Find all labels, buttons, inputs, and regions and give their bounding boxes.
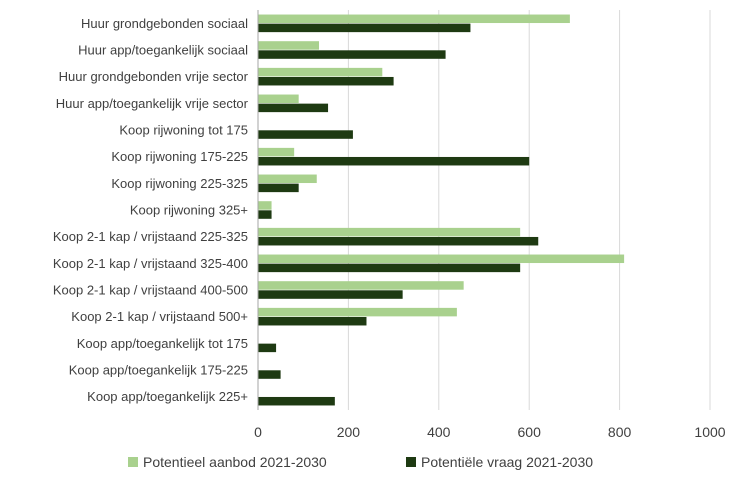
bars <box>258 14 625 406</box>
legend-swatch-vraag <box>406 457 416 467</box>
bar-aanbod <box>258 94 299 104</box>
bar-vraag <box>258 236 539 246</box>
x-tick-label: 400 <box>427 424 451 440</box>
category-label: Koop 2-1 kap / vrijstaand 400-500 <box>53 283 248 298</box>
bar-aanbod <box>258 174 317 184</box>
legend-swatch-aanbod <box>128 457 138 467</box>
bar-vraag <box>258 23 471 33</box>
bar-vraag <box>258 343 277 353</box>
category-labels: Huur grondgebonden sociaal Huur app/toega… <box>53 16 249 404</box>
legend: Potentieel aanbod 2021-2030 Potentiële v… <box>128 454 593 470</box>
bar-aanbod <box>258 307 457 317</box>
x-tick-label: 0 <box>254 424 262 440</box>
legend-label-vraag: Potentiële vraag 2021-2030 <box>421 454 593 470</box>
bar-vraag <box>258 370 281 379</box>
bar-vraag <box>258 263 521 273</box>
x-tick-label: 600 <box>518 424 542 440</box>
bar-aanbod <box>258 201 272 210</box>
bar-aanbod <box>258 281 464 290</box>
bar-aanbod <box>258 67 383 77</box>
bar-vraag <box>258 103 329 113</box>
bar-aanbod <box>258 147 295 157</box>
bar-aanbod <box>258 14 570 24</box>
bar-vraag <box>258 156 530 166</box>
category-label: Huur grondgebonden sociaal <box>81 16 248 31</box>
x-tick-labels: 0 200 400 600 800 1000 <box>254 424 726 440</box>
bar-vraag <box>258 316 367 326</box>
category-label: Koop rijwoning 225-325 <box>111 176 248 191</box>
legend-label-aanbod: Potentieel aanbod 2021-2030 <box>143 454 327 470</box>
category-label: Koop rijwoning 175-225 <box>111 149 248 164</box>
bar-aanbod <box>258 254 625 264</box>
category-label: Koop 2-1 kap / vrijstaand 225-325 <box>53 229 248 244</box>
category-label: Huur app/toegankelijk vrije sector <box>56 96 249 111</box>
bar-vraag <box>258 76 394 86</box>
bar-vraag <box>258 210 272 219</box>
category-label: Koop 2-1 kap / vrijstaand 325-400 <box>53 256 248 271</box>
category-label: Koop rijwoning 325+ <box>130 203 248 218</box>
bar-vraag <box>258 50 446 59</box>
category-label: Huur app/toegankelijk sociaal <box>78 43 248 58</box>
x-tick-label: 1000 <box>694 424 725 440</box>
category-label: Koop 2-1 kap / vrijstaand 500+ <box>71 309 248 324</box>
bar-aanbod <box>258 227 521 237</box>
bar-vraag <box>258 130 353 139</box>
category-label: Koop app/toegankelijk 225+ <box>87 389 248 404</box>
category-label: Koop app/toegankelijk tot 175 <box>77 336 248 351</box>
bar-vraag <box>258 183 299 193</box>
bar-aanbod <box>258 41 320 50</box>
category-label: Huur grondgebonden vrije sector <box>59 69 249 84</box>
x-tick-label: 800 <box>608 424 632 440</box>
category-label: Koop rijwoning tot 175 <box>119 123 248 138</box>
category-label: Koop app/toegankelijk 175-225 <box>69 363 248 378</box>
x-tick-label: 200 <box>337 424 361 440</box>
bar-vraag <box>258 290 403 299</box>
gridlines <box>257 10 711 410</box>
bar-vraag <box>258 396 335 406</box>
